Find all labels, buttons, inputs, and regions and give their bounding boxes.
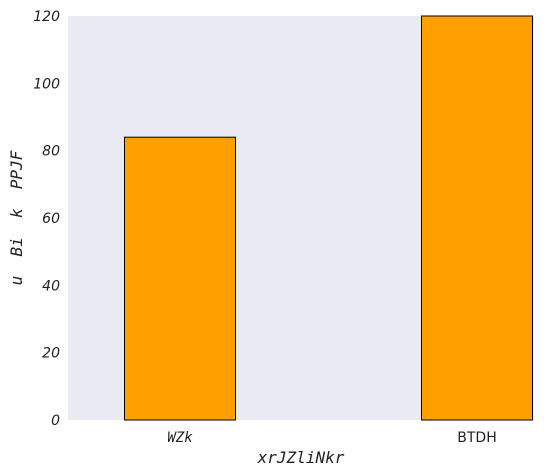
y-axis-ticks: 0 20 40 60 80 100 120 xyxy=(33,9,60,429)
x-axis-label: xrJZliNkr xyxy=(257,448,345,467)
y-axis-label: u Bi k PPJF xyxy=(7,150,26,285)
x-axis-ticks: WZk BTDH xyxy=(167,430,496,446)
y-tick-label: 80 xyxy=(42,144,60,160)
bars xyxy=(124,15,533,421)
y-tick-label: 120 xyxy=(33,9,60,25)
y-tick-label: 100 xyxy=(33,76,60,92)
bar-wzk xyxy=(124,136,236,421)
bar-btdh xyxy=(421,15,533,421)
y-tick-label: 40 xyxy=(42,278,60,294)
y-tick-label: 60 xyxy=(42,211,60,227)
y-tick-label: 0 xyxy=(51,413,60,429)
x-tick-label: BTDH xyxy=(457,430,496,446)
y-tick-label: 20 xyxy=(42,346,60,362)
x-tick-label: WZk xyxy=(167,430,193,446)
